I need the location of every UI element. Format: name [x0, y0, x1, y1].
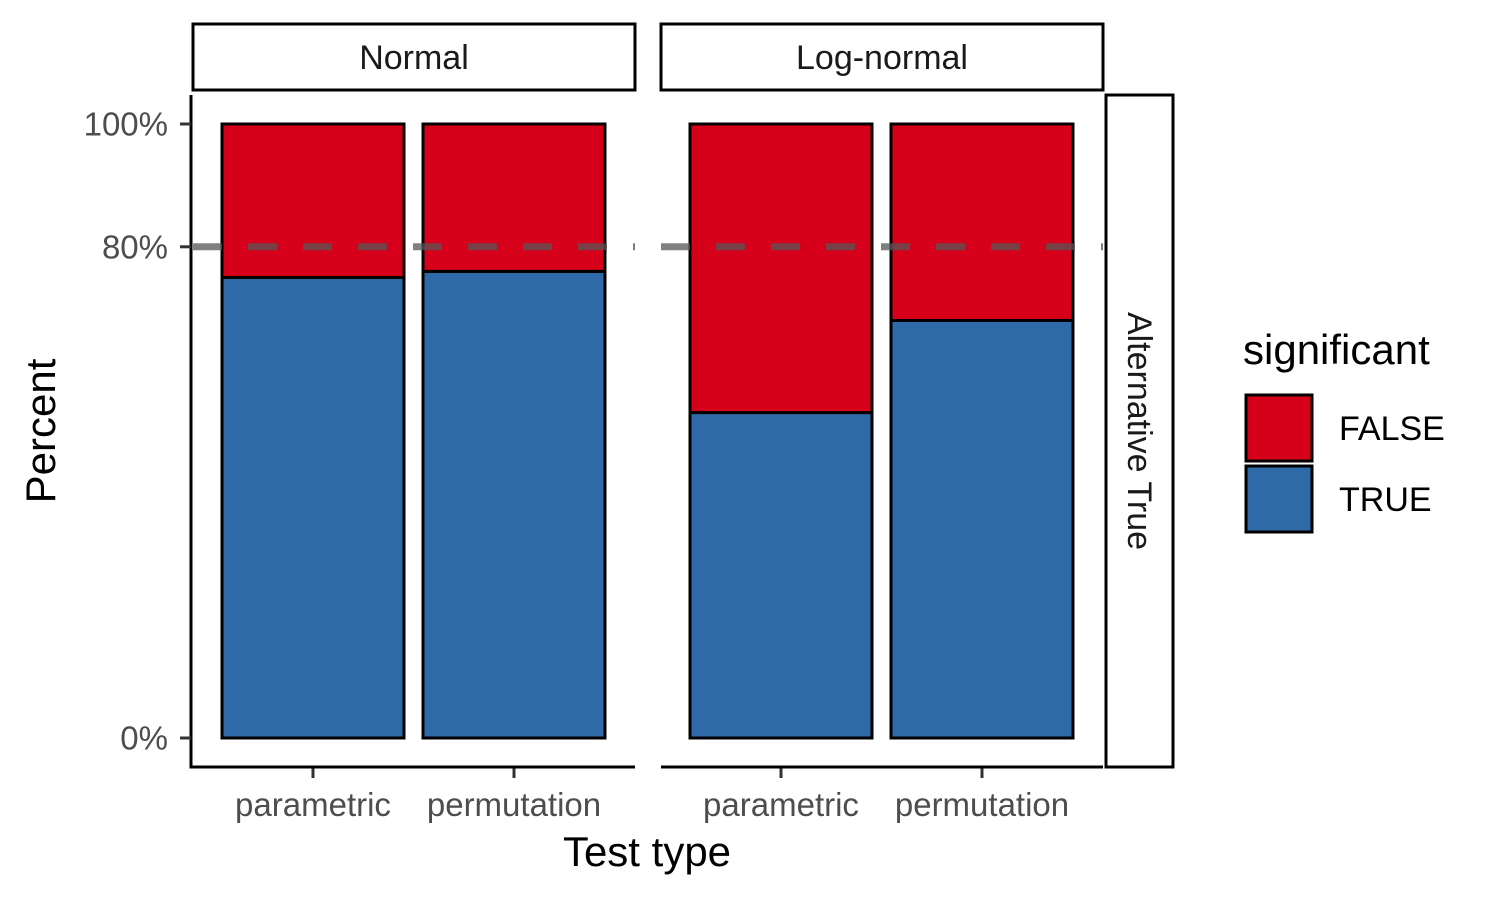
facet-strip-label: Log-normal	[796, 39, 968, 77]
x-axis-title: Test type	[563, 828, 731, 875]
x-tick-label: parametric	[703, 786, 859, 823]
legend-key-false	[1244, 393, 1314, 463]
legend-label-true: TRUE	[1339, 481, 1432, 519]
y-axis-title: Percent	[17, 358, 64, 503]
x-tick-label: permutation	[895, 786, 1069, 823]
bar-false-parametric	[688, 122, 874, 415]
facet-panels: Normal parametric permutation Log-normal par…	[191, 22, 1105, 823]
bar-true-permutation	[889, 318, 1075, 740]
y-tick-label: 100%	[84, 106, 168, 143]
row-facet-strip-label: Alternative True	[1120, 312, 1158, 550]
y-axis: 0% 80% 100%	[84, 95, 193, 769]
row-facet-strip: Alternative True	[1104, 93, 1175, 769]
legend: significant FALSE TRUE	[1243, 326, 1445, 534]
x-tick-label: permutation	[427, 786, 601, 823]
bar-true-permutation	[421, 269, 607, 740]
bar-false-permutation	[421, 122, 607, 273]
legend-key-true	[1244, 464, 1314, 534]
facet-strip-box	[191, 22, 637, 92]
bar-true-parametric	[220, 276, 406, 740]
y-tick-label: 0%	[120, 720, 168, 757]
facet-strip-box	[659, 22, 1105, 92]
bar-false-parametric	[220, 122, 406, 279]
facet-panel-log-normal: Log-normal parametric permutation	[659, 22, 1105, 823]
bar-false-permutation	[889, 122, 1075, 322]
legend-title: significant	[1243, 326, 1430, 373]
legend-label-false: FALSE	[1339, 410, 1445, 448]
facet-strip-label: Normal	[359, 39, 469, 77]
facet-panel-normal: Normal parametric permutation	[191, 22, 637, 823]
y-tick-label: 80%	[102, 228, 168, 265]
bar-true-parametric	[688, 411, 874, 740]
row-facet-strip-box	[1104, 93, 1175, 769]
x-tick-label: parametric	[235, 786, 391, 823]
